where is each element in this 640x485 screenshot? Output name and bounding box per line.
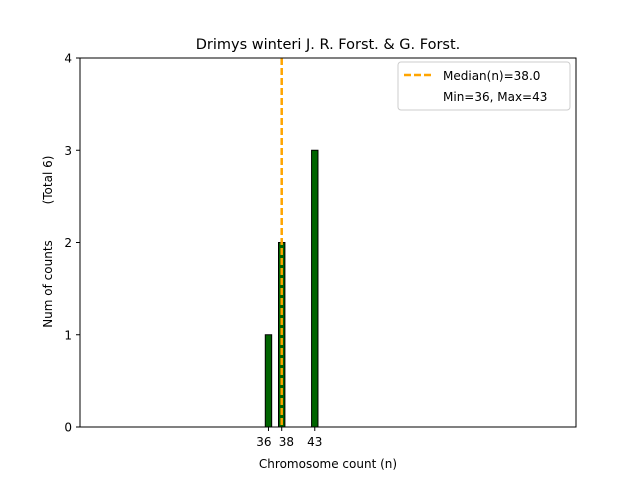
- y-axis-ticks: 0 1 2 3 4: [64, 52, 80, 435]
- y-tick-label-0: 0: [64, 421, 72, 435]
- bar-43: [311, 149, 319, 428]
- legend-box: [397, 61, 571, 111]
- x-tick-label-36: 36: [256, 435, 271, 449]
- bar-36: [264, 334, 273, 428]
- y-axis-label: Num of counts: [41, 240, 55, 328]
- x-tick-label-38: 38: [279, 435, 294, 449]
- x-tick-label-43: 43: [307, 435, 322, 449]
- y-tick-label-4: 4: [64, 52, 72, 66]
- y-tick-label-3: 3: [64, 144, 72, 158]
- legend: Median(n)=38.0 Min=36, Max=43: [397, 61, 571, 111]
- y-tick-label-2: 2: [64, 236, 72, 250]
- chart-title: Drimys winteri J. R. Forst. & G. Forst.: [196, 37, 461, 53]
- legend-median-label: Median(n)=38.0: [443, 69, 540, 83]
- x-axis-ticks: 36 38 43: [256, 427, 322, 449]
- x-axis-label: Chromosome count (n): [259, 457, 397, 471]
- y-tick-label-1: 1: [64, 328, 72, 342]
- legend-range-label: Min=36, Max=43: [443, 90, 547, 104]
- y-axis-total-note: (Total 6): [41, 156, 55, 205]
